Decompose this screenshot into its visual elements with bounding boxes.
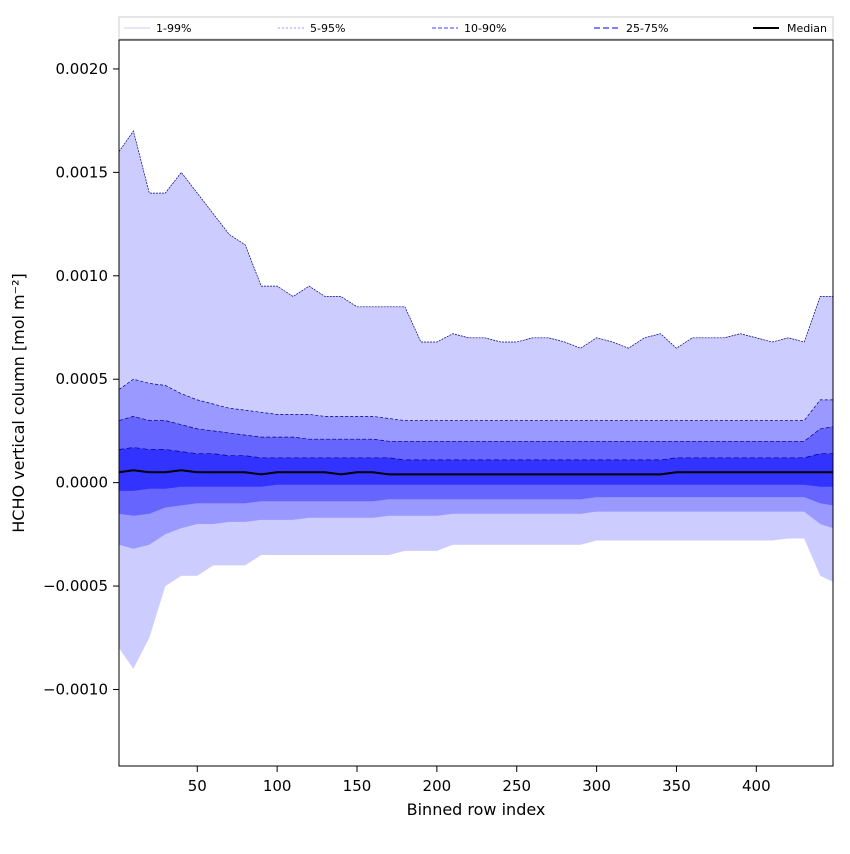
legend-label-10-90: 10-90%	[464, 22, 506, 35]
plot-frame	[118, 39, 834, 767]
x-tick-label: 250	[502, 777, 531, 795]
percentile-lines	[118, 130, 834, 476]
y-tick-label: 0.0015	[56, 163, 109, 181]
y-tick-label: 0.0010	[56, 267, 109, 285]
x-tick-label: 50	[188, 777, 207, 795]
median-line	[118, 469, 833, 476]
line-p90	[118, 416, 834, 442]
percentile-bands	[119, 131, 833, 669]
y-tick-label: 0.0020	[56, 60, 109, 78]
line-p95	[118, 378, 833, 421]
x-axis-label: Binned row index	[407, 800, 546, 819]
legend-label-5-95: 5-95%	[310, 22, 345, 35]
line-p99	[118, 130, 833, 349]
y-tick-label: 0.0000	[56, 474, 109, 492]
legend-box	[118, 16, 834, 40]
x-tick-label: 200	[423, 777, 452, 795]
legend-label-median: Median	[787, 22, 827, 35]
legend-entry-5-95: 5-95%	[278, 22, 345, 35]
y-tick-label: −0.0010	[43, 680, 108, 698]
legend-entry-1-99: 1-99%	[124, 22, 191, 35]
y-axis: −0.0010 −0.0005 0.0000 0.0005 0.0010 0.0015 0.…	[43, 60, 119, 698]
legend: 1-99% 5-95% 10-90% 25-75% Median	[118, 16, 834, 40]
legend-entry-10-90: 10-90%	[432, 22, 506, 35]
x-tick-label: 350	[662, 777, 691, 795]
x-tick-label: 400	[742, 777, 771, 795]
legend-entry-25-75: 25-75%	[594, 22, 668, 35]
band-1-99	[119, 131, 833, 669]
y-tick-label: 0.0005	[56, 370, 109, 388]
x-tick-label: 150	[343, 777, 372, 795]
x-tick-label: 100	[263, 777, 292, 795]
y-tick-label: −0.0005	[43, 577, 108, 595]
x-axis: 50 100 150 200 250 300 350 400	[188, 766, 771, 795]
band-25-75	[119, 447, 833, 491]
y-axis-label: HCHO vertical column [mol m⁻²]	[9, 273, 28, 532]
x-tick-label: 300	[582, 777, 611, 795]
legend-entry-median: Median	[753, 22, 827, 35]
legend-label-1-99: 1-99%	[156, 22, 191, 35]
legend-label-25-75: 25-75%	[626, 22, 668, 35]
